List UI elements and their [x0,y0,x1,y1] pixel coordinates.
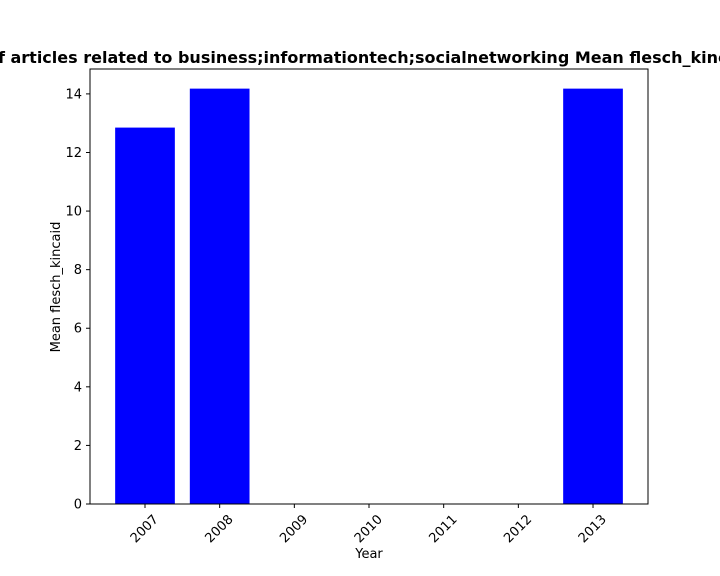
x-tick-label: 2007 [128,512,162,546]
x-tick-label: 2010 [352,512,386,546]
x-axis-label: Year [354,547,383,562]
x-tick-label: 2012 [501,512,535,546]
bar-2008 [189,88,250,504]
y-tick-label: 0 [74,498,82,513]
y-tick-label: 8 [74,263,82,278]
chart-title: Evolution of articles related to busines… [0,48,720,67]
y-tick-label: 10 [65,205,82,220]
y-tick-label: 12 [65,146,82,161]
x-tick-label: 2013 [576,512,610,546]
y-axis-label: Mean flesch_kincaid [49,222,64,353]
x-tick-label: 2008 [202,512,236,546]
y-tick-label: 6 [74,322,82,337]
y-axis: 0 2 4 6 8 10 12 14 [65,87,90,513]
bars-group [115,88,623,504]
y-tick-label: 2 [74,439,82,454]
x-axis: 2007 2008 2009 2010 2011 2012 2013 [128,504,610,546]
y-tick-label: 14 [65,87,82,102]
bar-2013 [563,88,623,504]
x-tick-label: 2011 [427,512,461,546]
bar-2007 [115,127,175,504]
x-tick-label: 2009 [277,512,311,546]
y-tick-label: 4 [74,380,82,395]
